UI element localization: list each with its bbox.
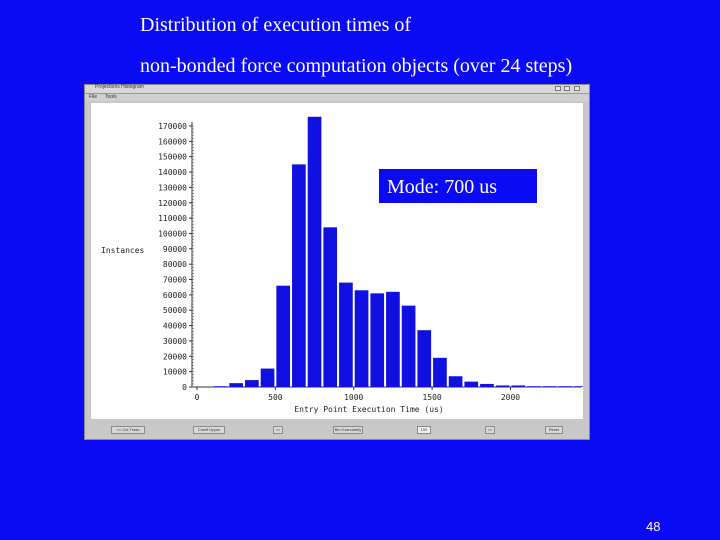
y-tick-label: 150000: [158, 153, 187, 162]
y-tick-label: 100000: [158, 229, 187, 238]
histogram-bar: [386, 291, 400, 387]
controls-bar: << Cut Trash Cutoff Upper << Bin Granula…: [85, 421, 589, 439]
histogram-bar: [307, 116, 322, 387]
window-titlebar[interactable]: Projections Histogram: [85, 84, 589, 94]
histogram-bar: [292, 164, 306, 387]
y-tick-label: 30000: [163, 337, 187, 346]
histogram-bar: [370, 293, 385, 387]
y-tick-label: 130000: [158, 183, 187, 192]
histogram-bar: [480, 383, 494, 387]
y-tick-label: 120000: [158, 199, 187, 208]
histogram-bar: [417, 330, 432, 387]
histogram-bar: [229, 383, 244, 387]
y-tick-label: 140000: [158, 168, 187, 177]
cutoff-upper-button[interactable]: Cutoff Upper: [193, 426, 225, 434]
window-title: Projections Histogram: [95, 84, 144, 90]
menu-file[interactable]: File: [89, 94, 98, 100]
y-tick-label: 0: [182, 383, 187, 392]
y-tick-label: 50000: [163, 306, 187, 315]
cut-trash-button[interactable]: << Cut Trash: [111, 426, 145, 434]
histogram-window: Projections Histogram File Tools 0 10000 2…: [84, 84, 590, 440]
histogram-bar: [558, 386, 573, 387]
reset-button[interactable]: Reset: [545, 426, 563, 434]
bin-granularity-label: Bin Granularity: [333, 426, 363, 434]
x-tick-label: 1000: [344, 393, 363, 402]
decrease-bin-button[interactable]: <<: [273, 426, 283, 434]
histogram-bar: [276, 285, 291, 387]
increase-bin-button[interactable]: >>: [485, 426, 495, 434]
y-tick-label: 80000: [163, 260, 187, 269]
minimize-icon[interactable]: [555, 86, 561, 91]
histogram-chart: 0100002000030000400005000060000700008000…: [101, 116, 583, 414]
y-tick-label: 10000: [163, 368, 187, 377]
histogram-bar: [574, 386, 583, 387]
x-tick-label: 1500: [422, 393, 441, 402]
histogram-bar: [527, 386, 541, 387]
y-tick-label: 70000: [163, 276, 187, 285]
histogram-bar: [542, 386, 557, 387]
maximize-icon[interactable]: [564, 86, 570, 91]
bin-size-field[interactable]: 100: [417, 426, 431, 434]
histogram-bar: [213, 386, 228, 387]
y-tick-label: 40000: [163, 322, 187, 331]
y-axis-label: Instances: [101, 246, 145, 255]
y-tick-label: 90000: [163, 245, 187, 254]
mode-callout: Mode: 700 us: [378, 168, 538, 204]
x-tick-label: 2000: [501, 393, 520, 402]
histogram-bar: [245, 380, 259, 387]
y-tick-label: 170000: [158, 122, 187, 131]
menu-tools[interactable]: Tools: [105, 94, 117, 100]
histogram-bar: [448, 376, 463, 387]
plot-area: 0 10000 20000 30000 40000 50000 60000 70000 8000…: [91, 103, 583, 419]
histogram-bar: [495, 385, 510, 387]
histogram-bar: [433, 357, 447, 387]
histogram-bar: [260, 368, 275, 387]
page-number: 48: [646, 519, 661, 534]
x-axis-label: Entry Point Execution Time (us): [294, 405, 443, 414]
histogram-bar: [323, 227, 338, 387]
x-tick-label: 0: [195, 393, 200, 402]
y-tick-label: 160000: [158, 137, 187, 146]
slide-title-line-1: Distribution of execution times of: [140, 14, 412, 36]
histogram-bar: [511, 385, 526, 387]
menu-bar: File Tools: [85, 94, 589, 101]
x-tick-label: 500: [268, 393, 283, 402]
histogram-bar: [354, 290, 369, 387]
y-tick-label: 60000: [163, 291, 187, 300]
histogram-bar: [339, 282, 353, 387]
y-tick-label: 20000: [163, 352, 187, 361]
slide-title-line-2: non-bonded force computation objects (ov…: [140, 55, 573, 77]
close-icon[interactable]: [574, 86, 580, 91]
y-tick-label: 110000: [158, 214, 187, 223]
histogram-bar: [401, 305, 416, 387]
histogram-bar: [464, 381, 479, 387]
